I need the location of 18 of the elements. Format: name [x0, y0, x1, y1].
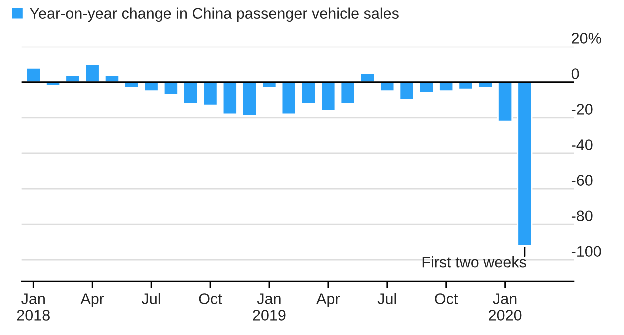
y-tick-label: -60 — [572, 175, 593, 186]
y-tick-label: -20 — [572, 104, 593, 115]
x-tick-label: Jul — [142, 293, 160, 304]
y-tick-label: 0 — [572, 68, 580, 80]
x-tick-label: Oct — [199, 294, 222, 304]
y-tick-label: -80 — [572, 210, 593, 222]
x-tick-label: Apr — [316, 294, 340, 308]
y-tick-label: 20% — [572, 33, 602, 44]
y-tick-label: -40 — [572, 140, 593, 150]
x-tick-label: Jan 2019 — [253, 294, 286, 321]
annotation: First two weeks — [422, 256, 526, 268]
x-tick-label: Oct — [435, 294, 458, 304]
x-tick-label: Jan 2020 — [489, 294, 522, 321]
x-tick-label: Apr — [80, 294, 104, 308]
y-tick-label: -100 — [572, 246, 602, 258]
x-tick-label: Jan 2018 — [17, 294, 50, 321]
legend-label: Year-on-year change in China passenger vehicle sales — [30, 8, 399, 22]
x-tick-label: Jul — [378, 293, 396, 304]
